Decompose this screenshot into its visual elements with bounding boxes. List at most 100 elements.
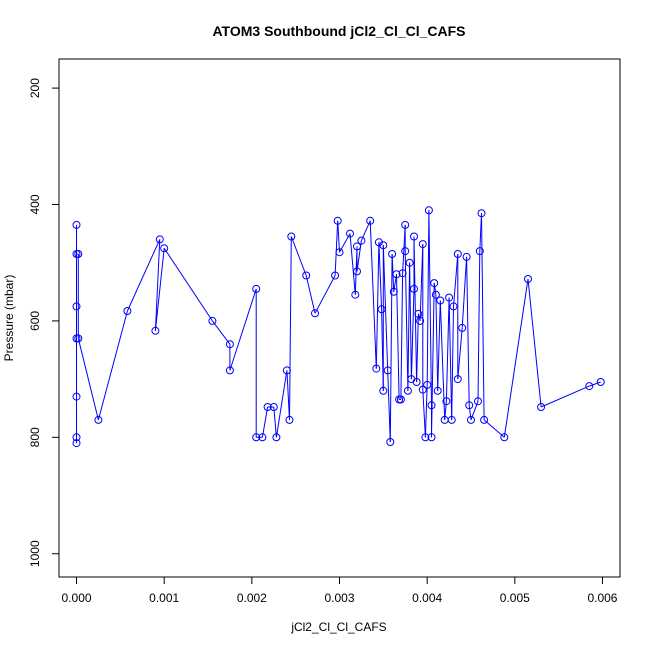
data-point [537, 403, 546, 411]
x-tick-label: 0.004 [412, 591, 442, 605]
series-segment [275, 370, 288, 438]
data-point [449, 302, 458, 311]
series-segment [334, 220, 339, 276]
x-axis: 0.000 0.001 0.002 0.003 0.004 0.005 0.006 [62, 577, 618, 605]
data-point [353, 242, 361, 251]
data-point [410, 232, 418, 241]
data-point [351, 290, 360, 299]
data-point [225, 340, 234, 349]
data-point [392, 270, 401, 279]
data-point [160, 244, 169, 253]
series-segment [413, 236, 418, 383]
y-axis-label: Pressure (mbar) [2, 275, 16, 362]
data-point [388, 250, 397, 258]
data-point [458, 323, 467, 332]
series-segment [314, 275, 336, 314]
series-segment [453, 253, 459, 307]
data-point [252, 433, 261, 442]
data-point [396, 395, 405, 404]
data-point [287, 232, 296, 241]
series-segment [305, 275, 316, 314]
data-point [412, 378, 421, 386]
data-point [433, 386, 442, 395]
data-point [372, 364, 381, 373]
data-point [72, 439, 81, 448]
series-segment [273, 406, 277, 438]
series-segment [375, 242, 380, 369]
series-segment [433, 283, 437, 295]
series-segment [477, 251, 481, 402]
x-tick-label: 0.003 [324, 591, 354, 605]
series-segment [409, 262, 412, 380]
series-segment [439, 300, 446, 420]
data-point [377, 305, 386, 314]
data-point [72, 220, 81, 229]
y-tick-label: 800 [28, 427, 42, 447]
series-segment [422, 389, 426, 438]
series-segment [396, 274, 400, 400]
data-point [524, 275, 532, 283]
series-segment [445, 297, 450, 402]
data-point [401, 247, 410, 256]
data-point [285, 415, 294, 424]
data-point [225, 366, 234, 375]
data-point [427, 401, 436, 410]
series-lines [76, 210, 601, 444]
y-axis: 200 400 600 800 1000 [28, 78, 59, 567]
data-point [346, 229, 354, 238]
series-segment [393, 274, 397, 292]
series-segment [426, 210, 430, 385]
series-segment [229, 288, 257, 371]
series-segment [97, 310, 128, 421]
x-axis-label: jCl2_Cl_Cl_CAFS [290, 620, 386, 634]
data-point [258, 433, 267, 442]
data-point [72, 433, 81, 442]
series-segment [457, 327, 463, 380]
data-point [74, 334, 83, 343]
plot-frame [58, 58, 621, 578]
data-point [403, 386, 412, 395]
data-point [374, 238, 383, 247]
series-segment [382, 245, 389, 371]
data-point [72, 302, 81, 311]
series-segment [378, 242, 383, 310]
data-point [465, 401, 474, 410]
data-point [151, 326, 160, 335]
data-point [353, 267, 361, 276]
series-points [72, 206, 605, 448]
data-point [123, 307, 132, 315]
series-segment [337, 220, 340, 253]
y-tick-label: 600 [28, 311, 42, 331]
series-segment [461, 256, 468, 328]
series-segment [154, 239, 161, 331]
series-segment [428, 210, 432, 406]
series-segment [154, 248, 165, 331]
series-segment [389, 253, 393, 443]
data-point [421, 433, 430, 442]
x-tick-label: 0.005 [500, 591, 530, 605]
series-segment [589, 381, 601, 387]
data-point [431, 290, 440, 299]
series-segment [466, 256, 470, 406]
data-point [389, 287, 398, 296]
data-point [311, 309, 319, 318]
data-point [208, 316, 217, 325]
data-point [405, 258, 414, 267]
data-point [462, 252, 471, 261]
series-segment [483, 419, 505, 438]
data-point [480, 415, 489, 424]
series-segment [163, 247, 213, 322]
data-point [263, 403, 272, 411]
series-segment [410, 288, 415, 380]
series-segment [435, 294, 439, 391]
data-point [386, 438, 395, 446]
series-segment [126, 239, 161, 312]
data-point [585, 382, 594, 391]
data-point [442, 397, 451, 406]
series-segment [290, 236, 307, 276]
data-point [366, 216, 375, 225]
series-segment [261, 406, 269, 438]
data-point [475, 247, 484, 256]
series-segment [540, 385, 590, 408]
